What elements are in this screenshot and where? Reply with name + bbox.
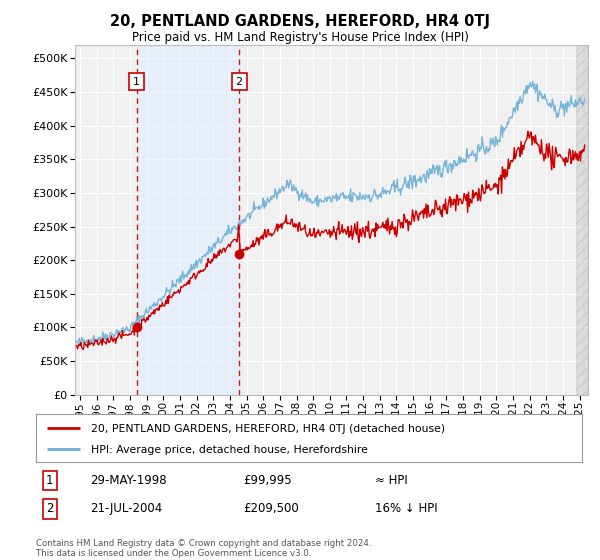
Text: HPI: Average price, detached house, Herefordshire: HPI: Average price, detached house, Here… — [91, 445, 367, 455]
Text: 1: 1 — [133, 77, 140, 87]
Text: 21-JUL-2004: 21-JUL-2004 — [91, 502, 163, 515]
Text: 2: 2 — [46, 502, 53, 515]
Text: ≈ HPI: ≈ HPI — [374, 474, 407, 487]
Text: £99,995: £99,995 — [244, 474, 292, 487]
Bar — [577, 45, 588, 395]
Text: 1: 1 — [46, 474, 53, 487]
Text: £209,500: £209,500 — [244, 502, 299, 515]
Text: 2: 2 — [235, 77, 242, 87]
Text: Price paid vs. HM Land Registry's House Price Index (HPI): Price paid vs. HM Land Registry's House … — [131, 31, 469, 44]
Text: Contains HM Land Registry data © Crown copyright and database right 2024.
This d: Contains HM Land Registry data © Crown c… — [36, 539, 371, 558]
Text: 20, PENTLAND GARDENS, HEREFORD, HR4 0TJ: 20, PENTLAND GARDENS, HEREFORD, HR4 0TJ — [110, 14, 490, 29]
Text: 20, PENTLAND GARDENS, HEREFORD, HR4 0TJ (detached house): 20, PENTLAND GARDENS, HEREFORD, HR4 0TJ … — [91, 424, 445, 433]
Bar — [137, 45, 239, 395]
Text: 16% ↓ HPI: 16% ↓ HPI — [374, 502, 437, 515]
Text: 29-MAY-1998: 29-MAY-1998 — [91, 474, 167, 487]
